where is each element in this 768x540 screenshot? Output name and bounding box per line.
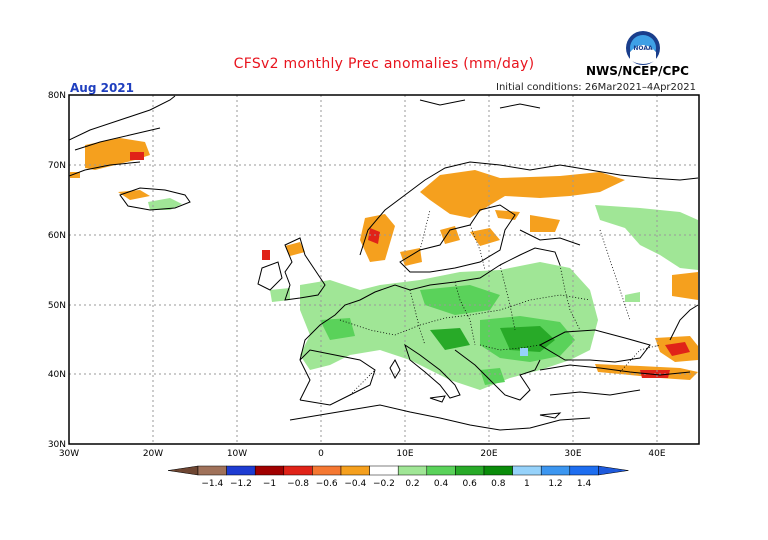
agency-label: NWS/NCEP/CPC bbox=[586, 64, 689, 78]
colorbar-label: −1.4 bbox=[201, 479, 223, 489]
lon-label: 20W bbox=[143, 449, 163, 459]
colorbar-label: 1.4 bbox=[577, 479, 592, 489]
colorbar-swatch bbox=[283, 465, 313, 476]
colorbar-swatch bbox=[340, 465, 370, 476]
lat-label: 60N bbox=[48, 231, 66, 241]
colorbar-swatch bbox=[312, 465, 342, 476]
latitude-labels: 80N 70N 60N 50N 40N 30N bbox=[48, 91, 66, 450]
colorbar-swatch bbox=[197, 465, 227, 476]
lon-label: 10E bbox=[396, 449, 413, 459]
colorbar-swatch bbox=[483, 465, 513, 476]
lat-label: 80N bbox=[48, 91, 66, 101]
logo-text: NOAA bbox=[633, 45, 653, 52]
lat-label: 30N bbox=[48, 440, 66, 450]
lon-label: 20E bbox=[480, 449, 497, 459]
colorbar-swatch bbox=[569, 465, 599, 476]
colorbar-label: 0.4 bbox=[434, 479, 449, 489]
colorbar-swatch bbox=[369, 465, 399, 476]
colorbar-label: 0.2 bbox=[405, 479, 419, 489]
colorbar-swatch bbox=[426, 465, 456, 476]
colorbar-label: 1.2 bbox=[548, 479, 562, 489]
initial-conditions-label: Initial conditions: 26Mar2021–4Apr2021 bbox=[496, 82, 696, 93]
colorbar-label: −0.2 bbox=[373, 479, 395, 489]
colorbar-label: −0.4 bbox=[344, 479, 366, 489]
coastlines bbox=[69, 95, 699, 431]
country-borders bbox=[339, 209, 661, 396]
lat-label: 40N bbox=[48, 370, 66, 380]
colorbar-swatch bbox=[512, 465, 542, 476]
colorbar-label: 0.6 bbox=[463, 479, 478, 489]
colorbar-swatch bbox=[397, 465, 428, 476]
colorbar-low-arrow bbox=[167, 465, 199, 476]
colorbar-label: −0.8 bbox=[287, 479, 309, 489]
colorbar-label: −0.6 bbox=[316, 479, 338, 489]
colorbar-swatch bbox=[226, 465, 256, 476]
colorbar-swatch bbox=[540, 465, 571, 476]
colorbar-high-arrow bbox=[598, 465, 629, 476]
noaa-logo-icon: NOAA bbox=[626, 31, 660, 65]
lon-label: 0 bbox=[318, 449, 324, 459]
colorbar-label: −1 bbox=[263, 479, 276, 489]
colorbar-swatch bbox=[455, 465, 485, 476]
colorbar-label: 1 bbox=[524, 479, 530, 489]
colorbar-label: 0.8 bbox=[491, 479, 506, 489]
anomaly-shading bbox=[70, 138, 698, 390]
lat-label: 50N bbox=[48, 301, 66, 311]
map-frame bbox=[68, 94, 700, 445]
lon-label: 10W bbox=[227, 449, 247, 459]
map-title: CFSv2 monthly Prec anomalies (mm/day) bbox=[233, 56, 535, 72]
lon-label: 40E bbox=[648, 449, 665, 459]
month-label: Aug 2021 bbox=[70, 81, 134, 95]
graticule bbox=[69, 95, 699, 444]
lon-label: 30W bbox=[59, 449, 79, 459]
colorbar-swatch bbox=[254, 465, 285, 476]
longitude-labels: 30W 20W 10W 0 10E 20E 30E 40E bbox=[59, 449, 666, 459]
colorbar: −1.4 −1.2 −1 −0.8 −0.6 −0.4 −0.2 0.2 0.4 0.6 0.8 1 1… bbox=[167, 465, 629, 489]
lat-label: 70N bbox=[48, 161, 66, 171]
colorbar-label: −1.2 bbox=[230, 479, 252, 489]
lon-label: 30E bbox=[564, 449, 581, 459]
